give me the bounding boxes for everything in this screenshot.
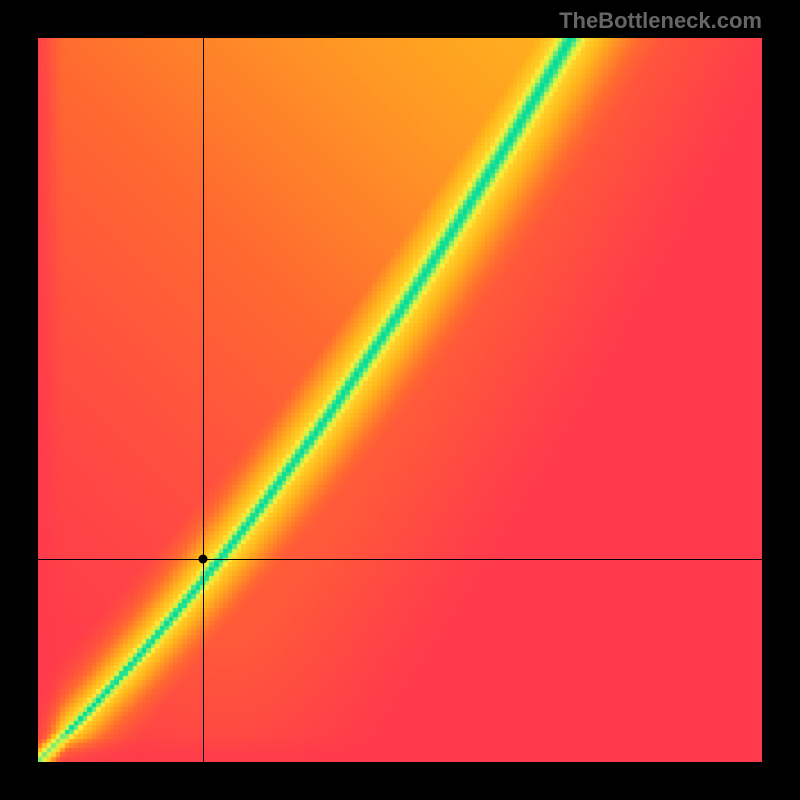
bottleneck-heatmap bbox=[38, 38, 762, 762]
watermark: TheBottleneck.com bbox=[559, 8, 762, 34]
chart-container: TheBottleneck.com bbox=[0, 0, 800, 800]
